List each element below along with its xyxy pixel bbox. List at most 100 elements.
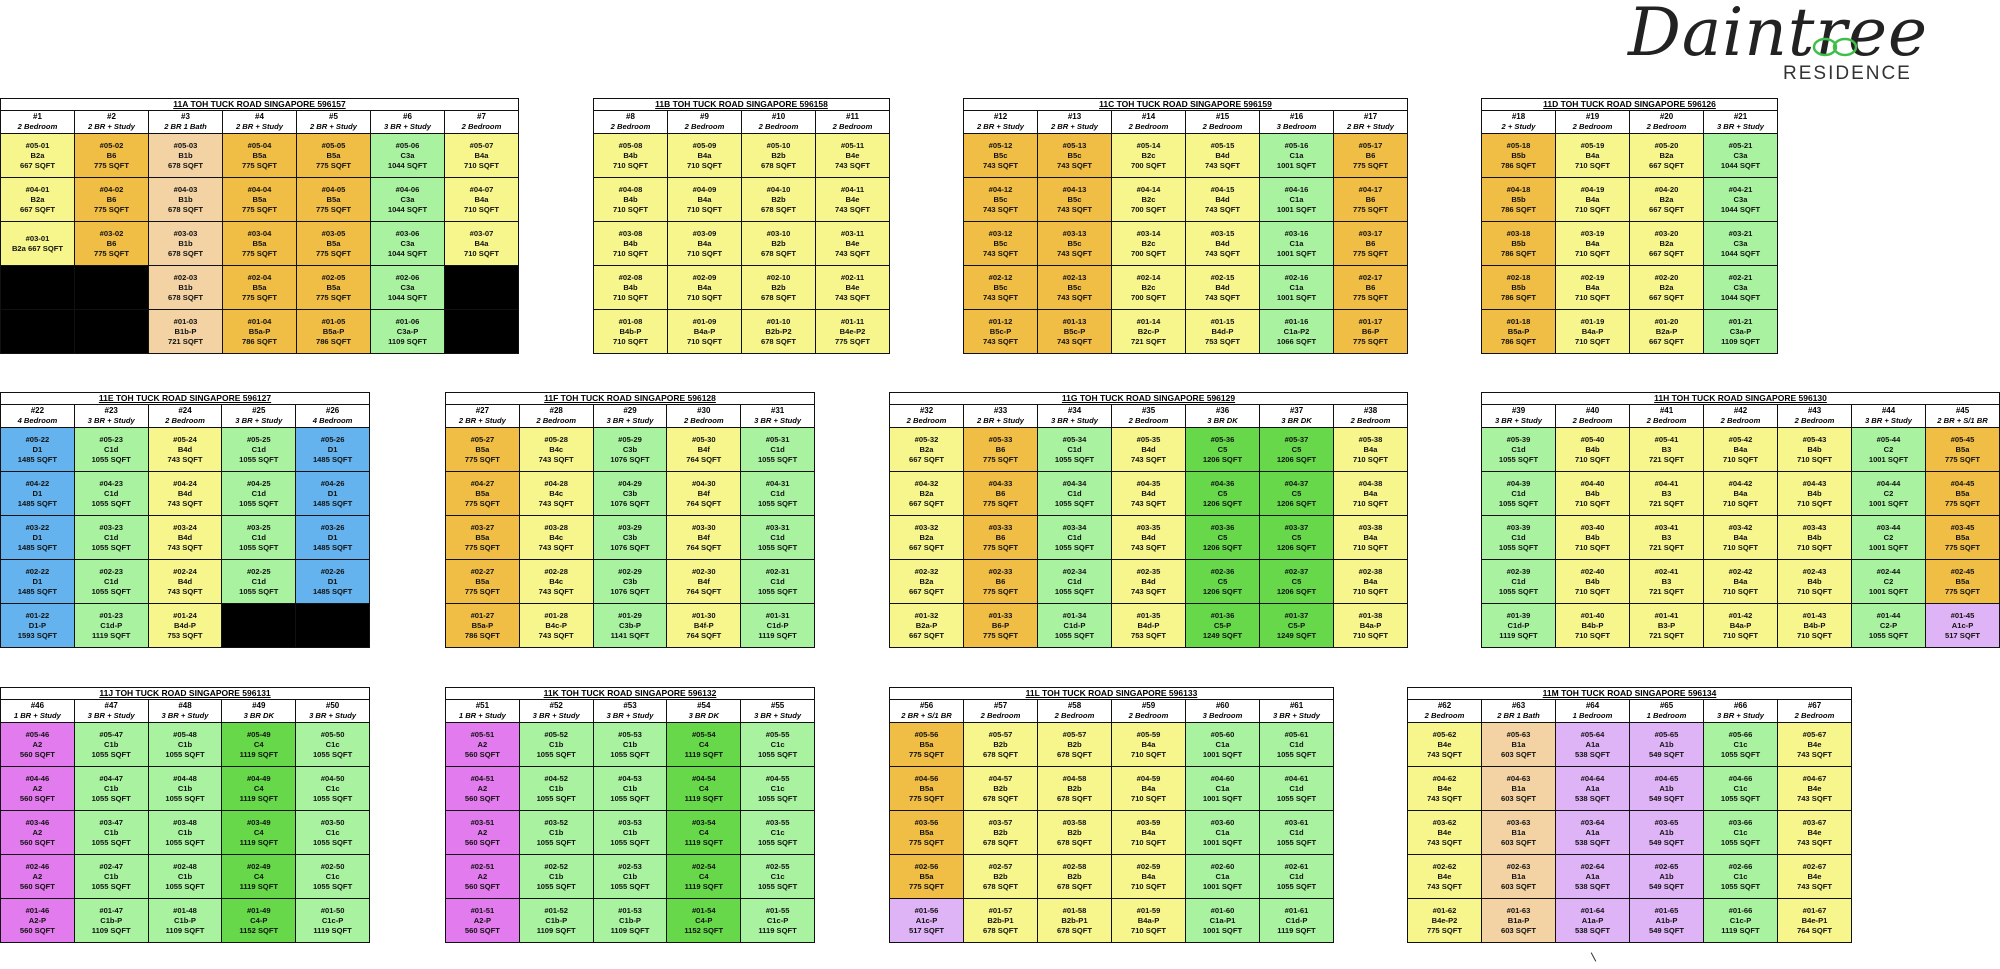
unit-cell[interactable]: #04-30 B4f 764 SQFT	[666, 471, 742, 516]
unit-cell[interactable]: #02-15 B4d 743 SQFT	[1185, 265, 1260, 310]
unit-cell[interactable]: #01-41 B3-P 721 SQFT	[1629, 603, 1704, 648]
unit-cell[interactable]: #05-51 A2 560 SQFT	[445, 722, 520, 767]
unit-cell[interactable]: #03-02 B6 775 SQFT	[74, 221, 149, 266]
unit-cell[interactable]: #02-32 B2a 667 SQFT	[889, 559, 964, 604]
unit-cell[interactable]: #05-55 C1c 1055 SQFT	[740, 722, 815, 767]
unit-cell[interactable]: #05-39 C1d 1055 SQFT	[1481, 427, 1556, 472]
unit-cell[interactable]: #01-47 C1b-P 1109 SQFT	[73, 898, 149, 943]
unit-cell[interactable]: #05-19 B4a 710 SQFT	[1555, 133, 1630, 178]
unit-cell[interactable]: #04-20 B2a 667 SQFT	[1629, 177, 1704, 222]
unit-cell[interactable]: #05-05 B5a 775 SQFT	[296, 133, 371, 178]
unit-cell[interactable]: #02-27 B5a 775 SQFT	[445, 559, 520, 604]
unit-cell[interactable]: #04-41 B3 721 SQFT	[1629, 471, 1704, 516]
unit-cell[interactable]: #02-08 B4b 710 SQFT	[593, 265, 668, 310]
unit-cell[interactable]: #04-29 C3b 1076 SQFT	[592, 471, 668, 516]
unit-cell[interactable]: #05-01 B2a 667 SQFT	[0, 133, 75, 178]
unit-cell[interactable]: #01-23 C1d-P 1119 SQFT	[73, 603, 149, 648]
unit-cell[interactable]: #01-19 B4a-P 710 SQFT	[1555, 309, 1630, 354]
unit-cell[interactable]: #05-47 C1b 1055 SQFT	[73, 722, 149, 767]
unit-cell[interactable]: #04-21 C3a 1044 SQFT	[1703, 177, 1778, 222]
unit-cell[interactable]: #04-28 B4c 743 SQFT	[518, 471, 594, 516]
unit-cell[interactable]: #01-32 B2a-P 667 SQFT	[889, 603, 964, 648]
unit-cell[interactable]: #02-66 C1c 1055 SQFT	[1703, 854, 1778, 899]
unit-cell[interactable]: #01-46 A2-P 560 SQFT	[0, 898, 75, 943]
unit-cell[interactable]: #04-43 B4b 710 SQFT	[1777, 471, 1852, 516]
unit-cell[interactable]: #01-35 B4d-P 753 SQFT	[1111, 603, 1186, 648]
unit-cell[interactable]: #01-65 A1b-P 549 SQFT	[1629, 898, 1704, 943]
unit-cell[interactable]: #02-40 B4b 710 SQFT	[1555, 559, 1630, 604]
unit-cell[interactable]: #01-33 B6-P 775 SQFT	[963, 603, 1038, 648]
unit-cell[interactable]: #04-32 B2a 667 SQFT	[889, 471, 964, 516]
unit-cell[interactable]: #03-06 C3a 1044 SQFT	[370, 221, 445, 266]
unit-cell[interactable]: #02-21 C3a 1044 SQFT	[1703, 265, 1778, 310]
unit-cell[interactable]: #02-45 B5a 775 SQFT	[1925, 559, 2000, 604]
unit-cell[interactable]: #04-05 B5a 775 SQFT	[296, 177, 371, 222]
unit-cell[interactable]: #05-12 B5c 743 SQFT	[963, 133, 1038, 178]
unit-cell[interactable]: #02-36 C5 1206 SQFT	[1185, 559, 1260, 604]
unit-cell[interactable]: #05-22 D1 1485 SQFT	[0, 427, 75, 472]
unit-cell[interactable]: #04-33 B6 775 SQFT	[963, 471, 1038, 516]
unit-cell[interactable]: #02-48 C1b 1055 SQFT	[147, 854, 223, 899]
unit-cell[interactable]: #03-29 C3b 1076 SQFT	[592, 515, 668, 560]
unit-cell[interactable]: #03-50 C1c 1055 SQFT	[295, 810, 370, 855]
unit-cell[interactable]: #04-51 A2 560 SQFT	[445, 766, 520, 811]
unit-cell[interactable]: #02-04 B5a 775 SQFT	[222, 265, 297, 310]
unit-cell[interactable]: #04-35 B4d 743 SQFT	[1111, 471, 1186, 516]
unit-cell[interactable]: #04-39 C1d 1055 SQFT	[1481, 471, 1556, 516]
unit-cell[interactable]: #03-30 B4f 764 SQFT	[666, 515, 742, 560]
unit-cell[interactable]: #05-32 B2a 667 SQFT	[889, 427, 964, 472]
unit-cell[interactable]: #05-16 C1a 1001 SQFT	[1259, 133, 1334, 178]
unit-cell[interactable]: #05-40 B4b 710 SQFT	[1555, 427, 1630, 472]
unit-cell[interactable]: #05-34 C1d 1055 SQFT	[1037, 427, 1112, 472]
unit-cell[interactable]: #02-50 C1c 1055 SQFT	[295, 854, 370, 899]
unit-cell[interactable]: #05-38 B4a 710 SQFT	[1333, 427, 1408, 472]
unit-cell[interactable]: #03-01 B2a 667 SQFT	[0, 221, 75, 266]
unit-cell[interactable]: #05-09 B4a 710 SQFT	[667, 133, 742, 178]
unit-cell[interactable]: #05-03 B1b 678 SQFT	[148, 133, 223, 178]
unit-cell[interactable]: #04-61 C1d 1055 SQFT	[1259, 766, 1334, 811]
unit-cell[interactable]: #04-27 B5a 775 SQFT	[445, 471, 520, 516]
unit-cell[interactable]: #05-17 B6 775 SQFT	[1333, 133, 1408, 178]
unit-cell[interactable]: #05-18 B5b 786 SQFT	[1481, 133, 1556, 178]
unit-cell[interactable]: #02-64 A1a 538 SQFT	[1555, 854, 1630, 899]
unit-cell[interactable]: #05-25 C1d 1055 SQFT	[221, 427, 297, 472]
unit-cell[interactable]: #03-59 B4a 710 SQFT	[1111, 810, 1186, 855]
unit-cell[interactable]: #02-19 B4a 710 SQFT	[1555, 265, 1630, 310]
unit-cell[interactable]: #03-22 D1 1485 SQFT	[0, 515, 75, 560]
unit-cell[interactable]: #04-63 B1a 603 SQFT	[1481, 766, 1556, 811]
unit-cell[interactable]: #01-16 C1a-P2 1066 SQFT	[1259, 309, 1334, 354]
unit-cell[interactable]: #01-54 C4-P 1152 SQFT	[666, 898, 742, 943]
unit-cell[interactable]: #02-13 B5c 743 SQFT	[1037, 265, 1112, 310]
unit-cell[interactable]: #04-40 B4b 710 SQFT	[1555, 471, 1630, 516]
unit-cell[interactable]: #02-20 B2a 667 SQFT	[1629, 265, 1704, 310]
unit-cell[interactable]: #05-43 B4b 710 SQFT	[1777, 427, 1852, 472]
unit-cell[interactable]: #02-09 B4a 710 SQFT	[667, 265, 742, 310]
unit-cell[interactable]: #04-10 B2b 678 SQFT	[741, 177, 816, 222]
unit-cell[interactable]: #02-43 B4b 710 SQFT	[1777, 559, 1852, 604]
unit-cell[interactable]: #03-27 B5a 775 SQFT	[445, 515, 520, 560]
unit-cell[interactable]: #03-23 C1d 1055 SQFT	[73, 515, 149, 560]
unit-cell[interactable]: #04-65 A1b 549 SQFT	[1629, 766, 1704, 811]
unit-cell[interactable]: #01-55 C1c-P 1119 SQFT	[740, 898, 815, 943]
unit-cell[interactable]: #02-30 B4f 764 SQFT	[666, 559, 742, 604]
unit-cell[interactable]: #04-18 B5b 786 SQFT	[1481, 177, 1556, 222]
unit-cell[interactable]: #04-46 A2 560 SQFT	[0, 766, 75, 811]
unit-cell[interactable]: #02-60 C1a 1001 SQFT	[1185, 854, 1260, 899]
unit-cell[interactable]: #01-50 C1c-P 1119 SQFT	[295, 898, 370, 943]
unit-cell[interactable]: #04-37 C5 1206 SQFT	[1259, 471, 1334, 516]
unit-cell[interactable]: #01-14 B2c-P 721 SQFT	[1111, 309, 1186, 354]
unit-cell[interactable]: #05-14 B2c 700 SQFT	[1111, 133, 1186, 178]
unit-cell[interactable]: #02-65 A1b 549 SQFT	[1629, 854, 1704, 899]
unit-cell[interactable]: #02-63 B1a 603 SQFT	[1481, 854, 1556, 899]
unit-cell[interactable]: #02-47 C1b 1055 SQFT	[73, 854, 149, 899]
unit-cell[interactable]: #04-62 B4e 743 SQFT	[1407, 766, 1482, 811]
unit-cell[interactable]: #02-23 C1d 1055 SQFT	[73, 559, 149, 604]
unit-cell[interactable]: #02-35 B4d 743 SQFT	[1111, 559, 1186, 604]
unit-cell[interactable]: #04-15 B4d 743 SQFT	[1185, 177, 1260, 222]
unit-cell[interactable]: #03-60 C1a 1001 SQFT	[1185, 810, 1260, 855]
unit-cell[interactable]: #04-38 B4a 710 SQFT	[1333, 471, 1408, 516]
unit-cell[interactable]: #04-09 B4a 710 SQFT	[667, 177, 742, 222]
unit-cell[interactable]: #04-24 B4d 743 SQFT	[147, 471, 223, 516]
unit-cell[interactable]: #03-20 B2a 667 SQFT	[1629, 221, 1704, 266]
unit-cell[interactable]: #05-23 C1d 1055 SQFT	[73, 427, 149, 472]
